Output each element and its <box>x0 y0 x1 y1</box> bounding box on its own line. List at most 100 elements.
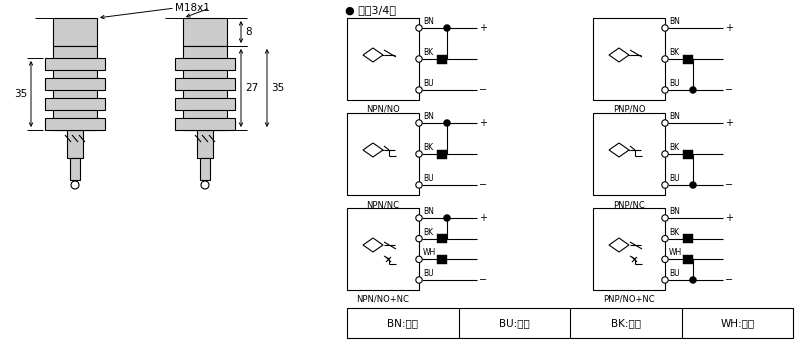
Bar <box>437 255 447 264</box>
Bar <box>593 208 665 290</box>
Text: M18x1: M18x1 <box>175 3 210 13</box>
Bar <box>347 113 419 195</box>
Text: BN: BN <box>423 207 434 216</box>
Text: BU:兰色: BU:兰色 <box>499 318 530 328</box>
Text: BU: BU <box>669 79 680 88</box>
Circle shape <box>662 87 668 93</box>
Bar <box>45 58 105 70</box>
Text: WH: WH <box>423 248 436 257</box>
Circle shape <box>443 25 450 31</box>
Circle shape <box>662 56 668 62</box>
Text: BN: BN <box>423 112 434 121</box>
Bar <box>45 78 105 90</box>
Text: PNP/NO+NC: PNP/NO+NC <box>603 295 655 304</box>
Circle shape <box>443 119 450 126</box>
Text: +: + <box>725 213 733 223</box>
Bar <box>200 158 210 180</box>
Circle shape <box>690 182 697 189</box>
Text: −: − <box>479 180 487 190</box>
Circle shape <box>662 25 668 31</box>
Text: WH: WH <box>669 248 682 257</box>
Text: PNP/NC: PNP/NC <box>613 200 645 209</box>
Text: 27: 27 <box>245 83 258 93</box>
Text: BU: BU <box>669 174 680 183</box>
Bar <box>683 255 693 264</box>
Circle shape <box>416 182 422 188</box>
Bar <box>347 208 419 290</box>
Circle shape <box>416 215 422 221</box>
Bar <box>175 78 235 90</box>
Text: 35: 35 <box>271 83 284 93</box>
Bar <box>683 234 693 243</box>
Text: BK: BK <box>423 228 433 237</box>
Bar <box>437 150 447 158</box>
Text: BK: BK <box>669 48 679 57</box>
Text: 8: 8 <box>245 27 252 37</box>
Bar <box>437 55 447 63</box>
Circle shape <box>416 151 422 157</box>
Text: BN: BN <box>423 17 434 26</box>
Text: BU: BU <box>423 269 434 278</box>
Circle shape <box>662 235 668 242</box>
Bar <box>683 150 693 158</box>
Text: BK: BK <box>669 228 679 237</box>
Bar <box>437 234 447 243</box>
Text: +: + <box>725 118 733 128</box>
Circle shape <box>662 215 668 221</box>
Circle shape <box>416 120 422 126</box>
Text: +: + <box>479 213 487 223</box>
Bar <box>45 98 105 110</box>
Bar <box>183 18 227 46</box>
Bar <box>347 18 419 100</box>
Bar <box>197 130 213 158</box>
Circle shape <box>443 214 450 221</box>
Circle shape <box>71 181 79 189</box>
Text: −: − <box>725 275 733 285</box>
Circle shape <box>416 235 422 242</box>
Bar <box>70 158 80 180</box>
Circle shape <box>662 151 668 157</box>
Text: WH:白色: WH:白色 <box>720 318 754 328</box>
Text: +: + <box>479 118 487 128</box>
Text: BN: BN <box>669 112 680 121</box>
Text: BK:黑色: BK:黑色 <box>610 318 641 328</box>
Bar <box>183 46 227 130</box>
Bar <box>593 113 665 195</box>
Text: BK: BK <box>423 143 433 152</box>
Circle shape <box>416 25 422 31</box>
Circle shape <box>416 56 422 62</box>
Bar <box>67 130 83 158</box>
Text: NPN/NC: NPN/NC <box>366 200 399 209</box>
Text: NPN/NO: NPN/NO <box>366 105 400 114</box>
Text: BN:棕色: BN:棕色 <box>387 318 418 328</box>
Text: BU: BU <box>423 79 434 88</box>
Bar <box>175 118 235 130</box>
Text: BK: BK <box>669 143 679 152</box>
Circle shape <box>416 256 422 263</box>
Text: +: + <box>725 23 733 33</box>
Bar <box>347 308 793 338</box>
Text: −: − <box>725 85 733 95</box>
Text: 35: 35 <box>14 89 28 99</box>
Text: BN: BN <box>669 17 680 26</box>
Bar <box>175 98 235 110</box>
Circle shape <box>662 256 668 263</box>
Text: ● 直涁3/4线: ● 直涁3/4线 <box>345 5 396 15</box>
Text: BU: BU <box>669 269 680 278</box>
Circle shape <box>201 181 209 189</box>
Circle shape <box>416 87 422 93</box>
Bar <box>683 55 693 63</box>
Bar <box>53 46 97 130</box>
Text: BU: BU <box>423 174 434 183</box>
Bar <box>593 18 665 100</box>
Text: −: − <box>479 85 487 95</box>
Bar <box>175 58 235 70</box>
Text: −: − <box>479 275 487 285</box>
Circle shape <box>662 120 668 126</box>
Text: −: − <box>725 180 733 190</box>
Circle shape <box>662 277 668 283</box>
Circle shape <box>690 277 697 283</box>
Circle shape <box>662 182 668 188</box>
Text: +: + <box>479 23 487 33</box>
Text: BN: BN <box>669 207 680 216</box>
